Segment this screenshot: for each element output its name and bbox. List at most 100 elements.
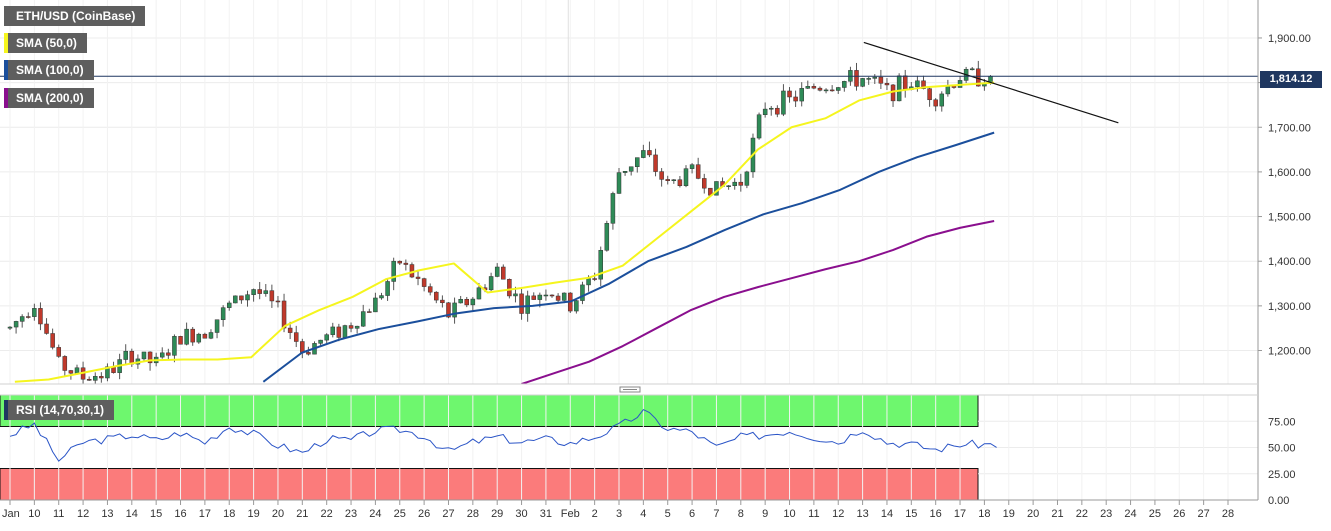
price-tick-label: 1,200.00 xyxy=(1268,346,1311,358)
x-tick-label: 5 xyxy=(665,508,671,520)
candle-body xyxy=(775,107,780,115)
candle-body xyxy=(756,114,762,139)
candle-body xyxy=(866,78,871,80)
x-tick-label: 13 xyxy=(101,508,113,520)
candle-body xyxy=(762,108,768,116)
x-tick-label: 23 xyxy=(345,508,357,520)
candle-body xyxy=(62,356,68,371)
candle-body xyxy=(501,266,506,280)
candle-body xyxy=(726,185,731,187)
price-tick-label: 1,400.00 xyxy=(1268,256,1311,268)
rsi-overbought-band xyxy=(0,394,979,427)
candle-body xyxy=(99,376,104,379)
candle-body xyxy=(695,164,701,179)
candle-body xyxy=(635,157,640,167)
candle-body xyxy=(525,295,530,314)
x-tick-label: 21 xyxy=(296,508,308,520)
candle-body xyxy=(513,293,518,297)
candle-body xyxy=(373,297,378,313)
candle-body xyxy=(896,75,902,102)
candle-body xyxy=(659,171,664,180)
candle-body xyxy=(458,298,463,304)
sma100-line xyxy=(262,131,995,383)
symbol-legend-label: ETH/USD (CoinBase) xyxy=(16,9,136,23)
candle-body xyxy=(702,178,707,189)
candle-body xyxy=(860,78,865,87)
candle-body xyxy=(549,294,555,297)
candle-body xyxy=(921,80,926,89)
x-tick-label: 24 xyxy=(369,508,381,520)
candle-body xyxy=(275,300,281,303)
candle-body xyxy=(452,302,457,318)
x-tick-label: 11 xyxy=(808,508,819,520)
sma100-legend[interactable]: SMA (100,0) xyxy=(4,60,94,80)
candle-body xyxy=(933,99,938,107)
sma50-legend[interactable]: SMA (50,0) xyxy=(4,33,87,53)
x-tick-label: 26 xyxy=(1173,508,1185,520)
candle-body xyxy=(160,352,165,358)
candle-body xyxy=(245,294,250,301)
candle-body xyxy=(738,181,744,186)
candle-body xyxy=(421,278,427,287)
candle-body xyxy=(336,326,342,338)
x-tick-label: 7 xyxy=(713,508,719,520)
x-tick-label: 31 xyxy=(540,508,552,520)
candle-body xyxy=(427,286,433,293)
candle-body xyxy=(902,75,908,90)
rsi-legend-label: RSI (14,70,30,1) xyxy=(16,403,105,417)
candle-body xyxy=(622,171,628,173)
candle-body xyxy=(348,325,354,329)
candle-body xyxy=(440,299,445,304)
candle-body xyxy=(835,87,841,91)
candle-body xyxy=(537,294,543,300)
price-tick-label: 1,500.00 xyxy=(1268,212,1311,224)
candle-body xyxy=(574,300,579,312)
candle-body xyxy=(56,347,61,357)
sma200-legend[interactable]: SMA (200,0) xyxy=(4,88,94,108)
candle-body xyxy=(74,367,80,374)
candle-body xyxy=(677,179,683,187)
candle-body xyxy=(166,352,171,356)
candle-body xyxy=(714,181,719,196)
x-tick-label: 18 xyxy=(978,508,990,520)
candle-body xyxy=(793,96,798,102)
candle-body xyxy=(598,250,603,280)
candle-body xyxy=(233,295,238,304)
candle-body xyxy=(86,378,92,381)
x-tick-label: 22 xyxy=(1076,508,1088,520)
candle-body xyxy=(293,332,299,342)
candle-body xyxy=(300,341,305,353)
candle-body xyxy=(251,289,256,295)
x-tick-label: 17 xyxy=(954,508,966,520)
candle-body xyxy=(470,298,476,306)
x-tick-label: 24 xyxy=(1124,508,1136,520)
candle-body xyxy=(604,223,610,251)
candle-body xyxy=(281,300,287,329)
candle-body xyxy=(13,321,19,328)
candle-body xyxy=(884,83,890,86)
candle-body xyxy=(945,85,951,95)
candle-body xyxy=(403,262,409,265)
candle-body xyxy=(360,311,366,327)
x-tick-label: 25 xyxy=(394,508,406,520)
rsi-legend[interactable]: RSI (14,70,30,1) xyxy=(4,400,115,420)
candle-body xyxy=(555,295,561,301)
symbol-legend[interactable]: ETH/USD (CoinBase) xyxy=(4,6,146,26)
x-tick-label: 4 xyxy=(640,508,646,520)
x-tick-label: Feb xyxy=(561,508,580,520)
candle-body xyxy=(50,333,55,348)
candle-body xyxy=(141,351,147,360)
x-tick-label: 17 xyxy=(199,508,211,520)
candle-body xyxy=(665,179,670,181)
candle-body xyxy=(239,295,244,301)
candle-body xyxy=(434,291,439,301)
x-tick-label: 27 xyxy=(1198,508,1210,520)
x-tick-label: 6 xyxy=(689,508,695,520)
candle-body xyxy=(592,278,597,280)
candle-body xyxy=(409,264,415,278)
rsi-tick-label: 0.00 xyxy=(1268,495,1289,507)
x-tick-label: 20 xyxy=(272,508,284,520)
candle-body xyxy=(531,295,536,300)
candle-body xyxy=(93,376,98,381)
